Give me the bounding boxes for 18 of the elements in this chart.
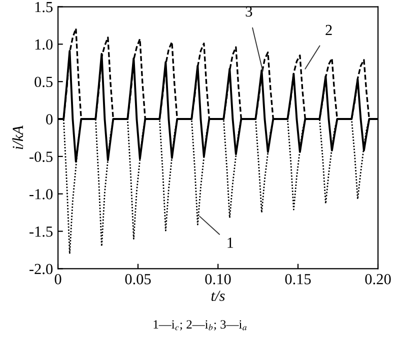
y-axis-title: i/kA [12,125,24,150]
x-tick-label: 0.10 [205,274,231,284]
x-tick-label: 0.20 [365,274,391,284]
y-tick-label: 0.5 [34,76,53,88]
x-tick-label: 0.05 [125,274,151,284]
annotation: 2 [326,24,332,36]
x-axis-title: t/s [211,290,225,301]
text: 1—i$_{c}$; 2—i$_{b}$; 3—i$_{a}$ [154,320,247,330]
x-tick-label: 0 [54,274,62,284]
x-tick-label: 0.15 [285,274,311,284]
y-tick-label: -1.5 [30,226,53,237]
y-tick-label: -0.5 [30,152,53,162]
y-tick-label: -2.0 [30,264,53,274]
annotation: 1 [228,238,234,248]
y-tick-label: 1.5 [35,2,53,12]
y-tick-label: 1.0 [35,39,53,50]
y-tick-label: -1.0 [30,189,53,200]
y-tick-label: 0 [46,114,53,124]
